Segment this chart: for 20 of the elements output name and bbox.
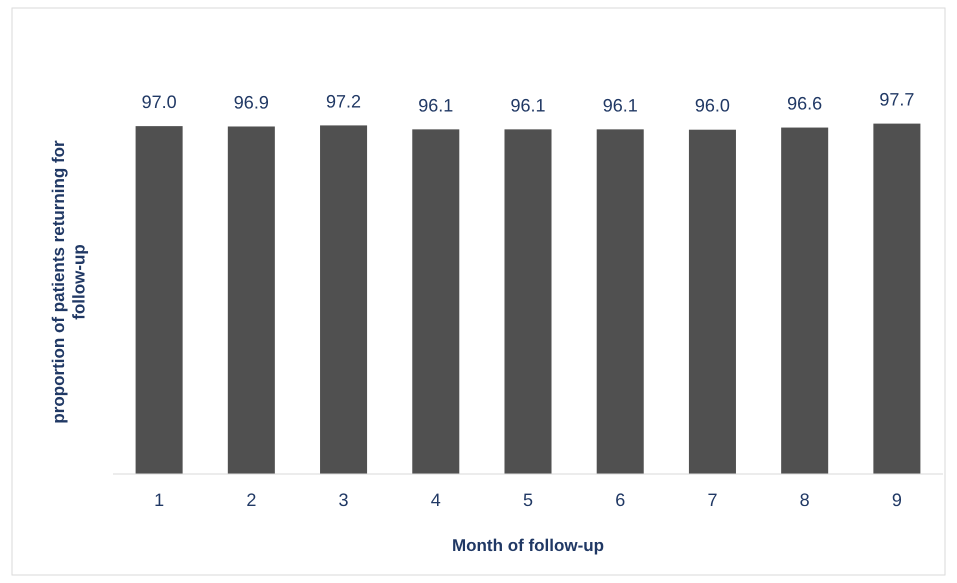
- x-tick-label: 3: [338, 490, 349, 510]
- x-tick-label: 4: [430, 490, 441, 510]
- data-label: 96.1: [510, 95, 546, 116]
- data-label: 96.6: [787, 94, 822, 114]
- data-label: 96.1: [602, 95, 638, 116]
- x-tick-label: 5: [522, 490, 534, 510]
- x-axis-title: Month of follow-up: [452, 536, 604, 555]
- data-label: 97.2: [326, 91, 362, 112]
- data-label: 97.0: [142, 92, 177, 112]
- x-tick-label: 6: [615, 490, 626, 510]
- x-tick-label: 7: [707, 490, 718, 510]
- x-tick-label: 8: [800, 490, 810, 510]
- data-label: 96.1: [418, 95, 454, 116]
- x-tick-label: 1: [154, 490, 164, 510]
- data-label: 96.0: [694, 96, 730, 116]
- x-tick-label: 2: [246, 490, 256, 510]
- x-tick-label: 9: [892, 490, 902, 510]
- y-axis-title: proportion of patients returning for follow-up: [49, 140, 88, 424]
- data-label: 96.9: [234, 92, 269, 112]
- data-label: 97.7: [879, 90, 914, 110]
